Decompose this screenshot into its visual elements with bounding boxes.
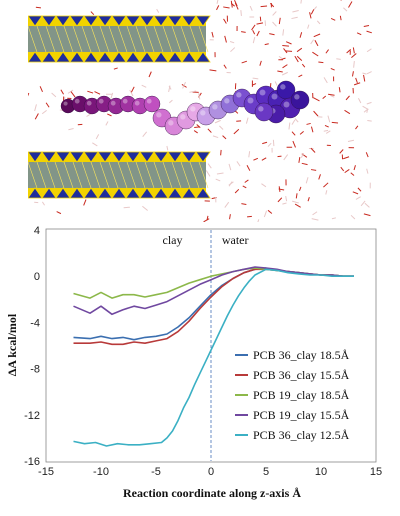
legend-entry: PCB 36_clay 12.5Å <box>253 428 350 442</box>
series-line <box>73 268 354 447</box>
series-line <box>73 266 354 316</box>
y-axis-title: ΔA kcal/mol <box>5 313 19 376</box>
series-lines <box>73 266 354 447</box>
y-tick-label: 4 <box>34 225 40 237</box>
legend-entry: PCB 36_clay 15.5Å <box>253 368 350 382</box>
region-label-water: water <box>222 233 249 247</box>
pcb-molecule-spheres <box>60 80 310 136</box>
legend-entry: PCB 19_clay 18.5Å <box>253 388 350 402</box>
clay-layer-top <box>28 15 211 63</box>
x-tick-label: -10 <box>93 466 109 478</box>
y-tick-label: -4 <box>30 317 40 329</box>
region-labels: clay water <box>163 233 249 247</box>
x-axis-title: Reaction coordinate along z-axis Å <box>123 486 301 500</box>
free-energy-chart: -15 -10 -5 0 5 10 15 4 0 -4 -8 -12 -16 clay water PC… <box>5 225 382 500</box>
y-tick-label: 0 <box>34 271 40 283</box>
x-tick-labels: -15 -10 -5 0 5 10 15 <box>38 466 382 478</box>
legend-entry: PCB 19_clay 15.5Å <box>253 408 350 422</box>
y-tick-label: -8 <box>30 364 40 376</box>
region-label-clay: clay <box>163 233 183 247</box>
molecular-simulation-image <box>28 0 372 222</box>
legend: PCB 36_clay 18.5Å PCB 36_clay 15.5Å PCB 19… <box>235 348 350 442</box>
y-tick-labels: 4 0 -4 -8 -12 -16 <box>24 225 40 468</box>
y-tick-label: -12 <box>24 410 40 422</box>
clay-layer-bottom <box>28 151 211 199</box>
x-tick-label: 0 <box>208 466 214 478</box>
x-tick-label: 10 <box>315 466 327 478</box>
x-tick-label: -15 <box>38 466 54 478</box>
legend-entry: PCB 36_clay 18.5Å <box>253 348 350 362</box>
x-tick-label: 15 <box>370 466 382 478</box>
y-tick-label: -16 <box>24 456 40 468</box>
x-tick-label: 5 <box>263 466 269 478</box>
x-tick-label: -5 <box>151 466 161 478</box>
